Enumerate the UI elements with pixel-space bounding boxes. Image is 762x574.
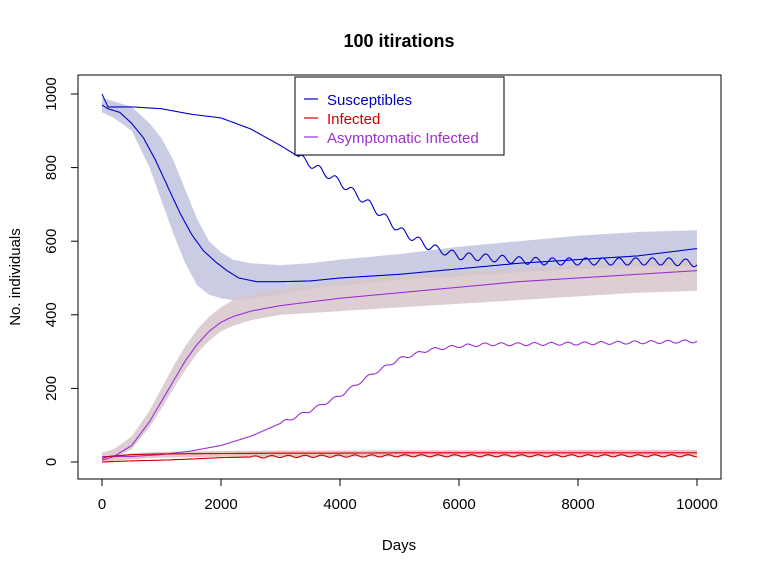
x-tick-label: 2000 xyxy=(204,496,237,513)
x-tick-label: 8000 xyxy=(561,496,594,513)
legend-label: Asymptomatic Infected xyxy=(327,130,479,147)
legend-label: Susceptibles xyxy=(327,92,412,109)
x-tick-label: 10000 xyxy=(676,496,718,513)
y-axis-label: No. individuals xyxy=(7,228,24,326)
x-tick-label: 0 xyxy=(98,496,106,513)
x-axis-label: Days xyxy=(382,537,416,554)
legend: Susceptibles Infected Asymptomatic Infecte… xyxy=(294,76,505,156)
y-tick-label: 0 xyxy=(43,458,60,466)
x-tick-label: 6000 xyxy=(442,496,475,513)
x-tick-label: 4000 xyxy=(323,496,356,513)
series-line-4 xyxy=(102,339,698,458)
legend-box xyxy=(294,76,505,156)
y-tick-label: 600 xyxy=(43,229,60,254)
series-line-1 xyxy=(101,104,698,283)
series-line-3 xyxy=(101,270,698,461)
y-tick-label: 400 xyxy=(43,302,60,327)
series-line-6 xyxy=(102,454,697,463)
confidence-band-1 xyxy=(102,97,697,301)
confidence-band-2 xyxy=(102,259,697,461)
y-tick-label: 200 xyxy=(43,376,60,401)
series-line-2 xyxy=(101,93,698,268)
series-lines xyxy=(101,93,698,463)
y-tick-label: 800 xyxy=(43,155,60,180)
chart-title: 100 itirations xyxy=(343,31,454,51)
legend-label: Infected xyxy=(327,111,380,128)
axes: 0 2000 4000 6000 8000 10000 0 200 400 600 800 1000 xyxy=(43,77,718,513)
y-tick-label: 1000 xyxy=(43,77,60,110)
series-line-5 xyxy=(101,452,697,459)
